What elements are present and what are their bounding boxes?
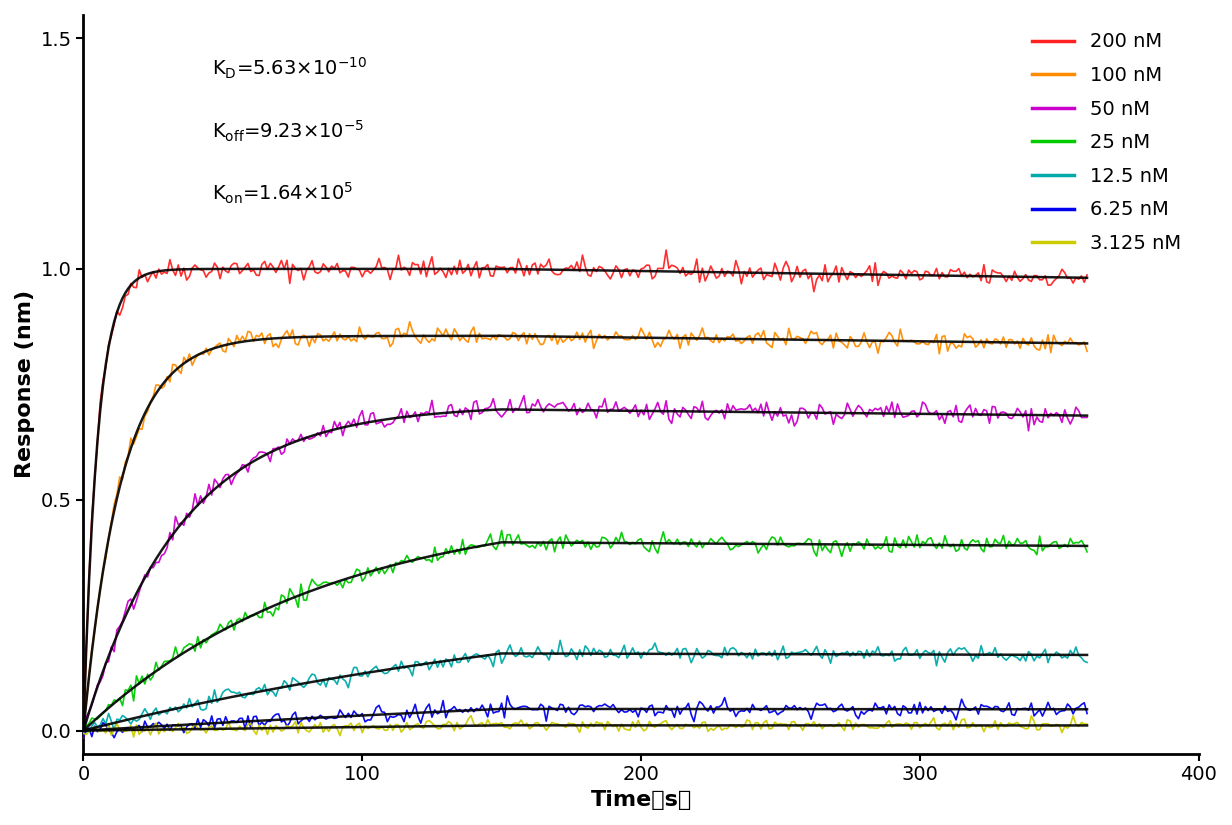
100 nM [103, 517, 118, 527]
50 nM [650, 398, 665, 408]
100 nM [262, 329, 277, 339]
25 nM [79, 721, 94, 731]
6.25 nM [962, 705, 977, 715]
12.5 nM [107, 725, 122, 735]
Line: 100 nM: 100 nM [84, 322, 1087, 724]
Line: 25 nM: 25 nM [84, 530, 1087, 726]
12.5 nM [653, 648, 668, 658]
200 nM [684, 270, 699, 280]
12.5 nM [708, 651, 723, 661]
50 nM [516, 391, 531, 401]
25 nM [494, 526, 509, 535]
25 nM [686, 540, 701, 549]
3.125 nM [1079, 719, 1094, 729]
Legend: 200 nM, 100 nM, 50 nM, 25 nM, 12.5 nM, 6.25 nM, 3.125 nM: 200 nM, 100 nM, 50 nM, 25 nM, 12.5 nM, 6… [1024, 25, 1189, 261]
6.25 nM [107, 733, 122, 742]
Line: 6.25 nM: 6.25 nM [84, 695, 1087, 738]
200 nM [262, 258, 277, 268]
3.125 nM [266, 727, 281, 737]
100 nM [706, 337, 721, 347]
3.125 nM [708, 723, 723, 733]
Line: 50 nM: 50 nM [84, 396, 1087, 738]
50 nM [706, 407, 721, 417]
100 nM [403, 317, 418, 327]
200 nM [960, 273, 975, 283]
12.5 nM [79, 728, 94, 738]
25 nM [708, 539, 723, 549]
6.25 nM [708, 702, 723, 712]
12.5 nM [266, 687, 281, 697]
100 nM [76, 719, 91, 728]
200 nM [706, 266, 721, 276]
25 nM [653, 536, 668, 546]
12.5 nM [553, 635, 568, 645]
Line: 12.5 nM: 12.5 nM [84, 640, 1087, 733]
25 nM [1079, 547, 1094, 557]
3.125 nM [962, 722, 977, 732]
50 nM [684, 413, 699, 423]
50 nM [103, 642, 118, 652]
6.25 nM [266, 712, 281, 722]
25 nM [107, 695, 122, 705]
12.5 nM [962, 649, 977, 659]
X-axis label: Time（s）: Time（s） [590, 790, 691, 810]
25 nM [76, 716, 91, 726]
200 nM [76, 723, 91, 733]
12.5 nM [76, 724, 91, 734]
6.25 nM [1079, 709, 1094, 719]
Text: K$_\mathregular{on}$=1.64×10$^5$: K$_\mathregular{on}$=1.64×10$^5$ [212, 182, 352, 206]
200 nM [648, 271, 663, 281]
50 nM [76, 733, 91, 743]
12.5 nM [686, 652, 701, 662]
3.125 nM [653, 719, 668, 728]
Line: 200 nM: 200 nM [84, 250, 1087, 728]
6.25 nM [500, 691, 515, 700]
3.125 nM [126, 732, 140, 742]
3.125 nM [463, 710, 478, 720]
100 nM [684, 328, 699, 338]
Line: 3.125 nM: 3.125 nM [84, 715, 1087, 737]
12.5 nM [1079, 658, 1094, 667]
25 nM [266, 611, 281, 621]
3.125 nM [686, 723, 701, 733]
50 nM [262, 456, 277, 466]
6.25 nM [103, 728, 118, 738]
200 nM [659, 245, 674, 255]
Text: K$_\mathregular{D}$=5.63×10$^{-10}$: K$_\mathregular{D}$=5.63×10$^{-10}$ [212, 55, 367, 81]
100 nM [650, 337, 665, 347]
Text: K$_\mathregular{off}$=9.23×10$^{-5}$: K$_\mathregular{off}$=9.23×10$^{-5}$ [212, 119, 365, 144]
Y-axis label: Response (nm): Response (nm) [15, 290, 34, 478]
6.25 nM [653, 707, 668, 717]
25 nM [962, 538, 977, 548]
3.125 nM [103, 730, 118, 740]
6.25 nM [686, 717, 701, 727]
200 nM [1079, 270, 1094, 280]
200 nM [103, 331, 118, 341]
3.125 nM [76, 728, 91, 738]
100 nM [960, 332, 975, 342]
100 nM [1079, 346, 1094, 356]
50 nM [960, 403, 975, 413]
6.25 nM [76, 733, 91, 742]
50 nM [1079, 412, 1094, 422]
